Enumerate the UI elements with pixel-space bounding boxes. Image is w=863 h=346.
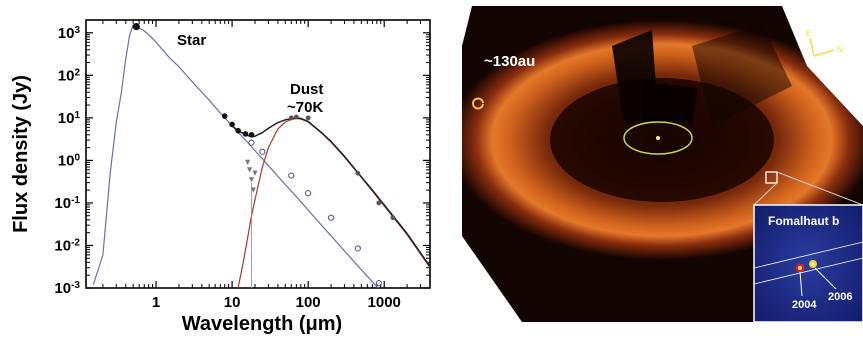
fomalhaut-b-inset: Fomalhaut b 2004 2006	[754, 205, 863, 322]
y-tick-label: 10-1	[54, 194, 80, 212]
epoch-2004-label: 2004	[792, 299, 817, 311]
y-tick-label: 102	[58, 67, 81, 85]
x-tick-labels: 1 10 100 1000	[152, 294, 401, 311]
compass-north-label: N	[837, 45, 843, 54]
star-photometry-point	[222, 113, 228, 119]
sed-chart-panel: 1 10 100 1000 103 102 101 100 10-1 10-2 10-3 Star…	[0, 0, 440, 346]
x-tick-label: 10	[224, 294, 241, 311]
star-annotation: Star	[177, 32, 206, 49]
inset-title: Fomalhaut b	[768, 214, 839, 228]
star-photometry-point	[235, 128, 241, 134]
dust-photometry-point	[289, 115, 294, 120]
y-tick-label: 10-3	[54, 280, 80, 298]
star-marker	[656, 136, 660, 140]
dust-annotation: Dust	[290, 81, 323, 98]
scale-label: ~130au	[484, 53, 535, 70]
star-photometry-point	[243, 131, 249, 137]
star-photometry-point	[249, 132, 255, 138]
x-tick-label: 1	[152, 294, 160, 311]
dust-photometry-point	[355, 171, 360, 176]
dust-temperature-annotation: ~70K	[287, 99, 323, 116]
star-photometry-point	[133, 23, 140, 30]
occulting-mask-center	[642, 82, 698, 124]
epoch-2006-label: 2006	[828, 291, 852, 303]
y-tick-label: 10-2	[54, 237, 80, 255]
fomalhaut-image: ~130au E N Fomalhaut b 2004 2006	[462, 6, 863, 322]
y-axis-label: Flux density (Jy)	[10, 75, 32, 233]
dust-photometry-point	[376, 201, 381, 206]
fomalhaut-image-panel: ~130au E N Fomalhaut b 2004 2006	[462, 6, 863, 322]
y-tick-label: 103	[58, 24, 81, 42]
y-tick-label: 100	[58, 152, 81, 170]
sed-chart: 1 10 100 1000 103 102 101 100 10-1 10-2 10-3 Star…	[0, 0, 440, 346]
compass-east-label: E	[806, 29, 811, 38]
x-axis-label: Wavelength (μm)	[182, 313, 342, 335]
dust-photometry-point	[306, 115, 311, 120]
star-photometry-point	[229, 122, 235, 128]
dust-photometry-point	[390, 215, 395, 220]
x-tick-label: 100	[296, 294, 321, 311]
x-tick-label: 1000	[368, 294, 401, 311]
y-tick-label: 101	[58, 109, 81, 127]
y-tick-labels: 103 102 101 100 10-1 10-2 10-3	[54, 24, 80, 297]
